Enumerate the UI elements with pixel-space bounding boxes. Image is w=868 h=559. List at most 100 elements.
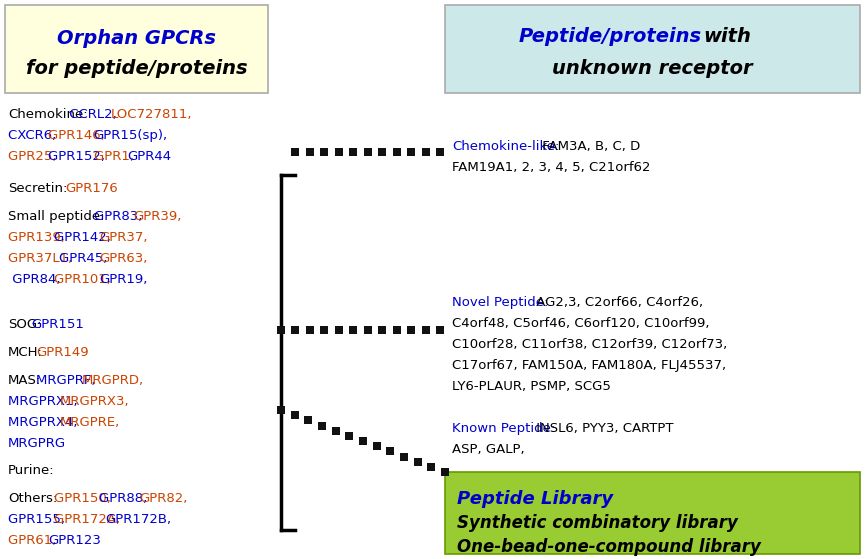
Text: MRGPRD,: MRGPRD,	[82, 374, 144, 387]
Text: MRGPRG: MRGPRG	[8, 437, 66, 450]
Bar	[445, 472, 860, 554]
Text: ASP, GALP,: ASP, GALP,	[452, 443, 524, 456]
Point	[346, 148, 360, 157]
Text: GPR44: GPR44	[128, 150, 172, 163]
Text: GPR151: GPR151	[30, 318, 83, 331]
Point	[433, 148, 447, 157]
Text: FAM19A1, 2, 3, 4, 5, C21orf62: FAM19A1, 2, 3, 4, 5, C21orf62	[452, 161, 650, 174]
Point	[303, 325, 317, 334]
Text: Purine:: Purine:	[8, 464, 55, 477]
Text: Small peptide:: Small peptide:	[8, 210, 104, 223]
Point	[356, 437, 370, 446]
Point	[315, 421, 329, 430]
Text: GPR1,: GPR1,	[94, 150, 138, 163]
Text: GPR39,: GPR39,	[134, 210, 181, 223]
Text: GPR82,: GPR82,	[139, 492, 187, 505]
Text: GPR37L1,: GPR37L1,	[8, 252, 76, 265]
Text: GPR172B,: GPR172B,	[105, 513, 171, 526]
Text: GPR61,: GPR61,	[8, 534, 61, 547]
Text: GPR101,: GPR101,	[54, 273, 115, 286]
Point	[301, 416, 315, 425]
Point	[397, 452, 411, 461]
Point	[390, 325, 404, 334]
Text: GPR63,: GPR63,	[99, 252, 148, 265]
Text: MAS:: MAS:	[8, 374, 42, 387]
Text: Peptide/proteins: Peptide/proteins	[519, 27, 702, 46]
Text: GPR123: GPR123	[48, 534, 101, 547]
Text: with: with	[704, 27, 752, 46]
Point	[360, 148, 374, 157]
Text: C4orf48, C5orf46, C6orf120, C10orf99,: C4orf48, C5orf46, C6orf120, C10orf99,	[452, 317, 709, 330]
Point	[411, 457, 424, 466]
Text: C10orf28, C11orf38, C12orf39, C12orf73,: C10orf28, C11orf38, C12orf39, C12orf73,	[452, 338, 727, 351]
Point	[418, 148, 432, 157]
Text: for peptide/proteins: for peptide/proteins	[26, 59, 247, 78]
Text: GPR139,: GPR139,	[8, 231, 69, 244]
Text: Synthetic combinatory library: Synthetic combinatory library	[457, 514, 738, 532]
Point	[274, 325, 288, 334]
Bar	[5, 5, 268, 93]
Bar	[445, 5, 860, 93]
Text: GPR45,: GPR45,	[59, 252, 112, 265]
Text: GPR37,: GPR37,	[99, 231, 148, 244]
Point	[390, 148, 404, 157]
Point	[438, 467, 452, 476]
Text: CXCR6,: CXCR6,	[8, 129, 61, 142]
Point	[332, 325, 345, 334]
Text: Others:: Others:	[8, 492, 57, 505]
Point	[317, 148, 331, 157]
Point	[375, 148, 389, 157]
Point	[303, 148, 317, 157]
Text: MCH:: MCH:	[8, 346, 43, 359]
Text: SOG:: SOG:	[8, 318, 42, 331]
Text: MRGPRE,: MRGPRE,	[59, 416, 120, 429]
Text: MRGPRF,: MRGPRF,	[36, 374, 100, 387]
Text: GPR83,: GPR83,	[94, 210, 146, 223]
Point	[342, 432, 356, 440]
Point	[375, 325, 389, 334]
Point	[346, 325, 360, 334]
Text: unknown receptor: unknown receptor	[552, 59, 753, 78]
Text: MRGPRX3,: MRGPRX3,	[59, 395, 129, 408]
Text: GPR176: GPR176	[65, 182, 118, 195]
Text: FAM3A, B, C, D: FAM3A, B, C, D	[537, 140, 640, 153]
Point	[332, 148, 345, 157]
Text: GPR84,: GPR84,	[8, 273, 65, 286]
Text: Chemokine-like:: Chemokine-like:	[452, 140, 559, 153]
Text: AG2,3, C2orf66, C4orf26,: AG2,3, C2orf66, C4orf26,	[532, 296, 703, 309]
Point	[287, 411, 301, 420]
Point	[433, 325, 447, 334]
Point	[361, 325, 375, 334]
Text: INSL6, PYY3, CARTPT: INSL6, PYY3, CARTPT	[532, 422, 674, 435]
Text: GPR15(sp),: GPR15(sp),	[94, 129, 168, 142]
Point	[274, 405, 288, 414]
Text: GPR25,: GPR25,	[8, 150, 61, 163]
Text: GPR146,: GPR146,	[48, 129, 108, 142]
Text: Orphan GPCRs: Orphan GPCRs	[57, 29, 216, 48]
Text: Secretin:: Secretin:	[8, 182, 68, 195]
Point	[329, 426, 343, 435]
Text: GPR142,: GPR142,	[54, 231, 115, 244]
Text: Novel Peptide:: Novel Peptide:	[452, 296, 549, 309]
Text: LOC727811,: LOC727811,	[110, 108, 192, 121]
Text: GPR155,: GPR155,	[8, 513, 69, 526]
Text: CCRL2,: CCRL2,	[65, 108, 121, 121]
Text: GPR19,: GPR19,	[99, 273, 148, 286]
Text: Known Peptide:: Known Peptide:	[452, 422, 556, 435]
Text: GPR88,: GPR88,	[99, 492, 152, 505]
Text: GPR149: GPR149	[36, 346, 89, 359]
Point	[318, 325, 332, 334]
Text: MRGPRX1,: MRGPRX1,	[8, 395, 82, 408]
Point	[384, 447, 398, 456]
Point	[418, 325, 432, 334]
Text: GPR172A,: GPR172A,	[54, 513, 124, 526]
Text: One-bead-one-compound library: One-bead-one-compound library	[457, 538, 761, 556]
Point	[404, 325, 418, 334]
Point	[288, 325, 302, 334]
Point	[404, 148, 418, 157]
Text: Chemokine:: Chemokine:	[8, 108, 88, 121]
Text: MRGPRX4,: MRGPRX4,	[8, 416, 82, 429]
Text: C17orf67, FAM150A, FAM180A, FLJ45537,: C17orf67, FAM150A, FAM180A, FLJ45537,	[452, 359, 727, 372]
Point	[424, 462, 438, 471]
Text: Peptide Library: Peptide Library	[457, 490, 613, 508]
